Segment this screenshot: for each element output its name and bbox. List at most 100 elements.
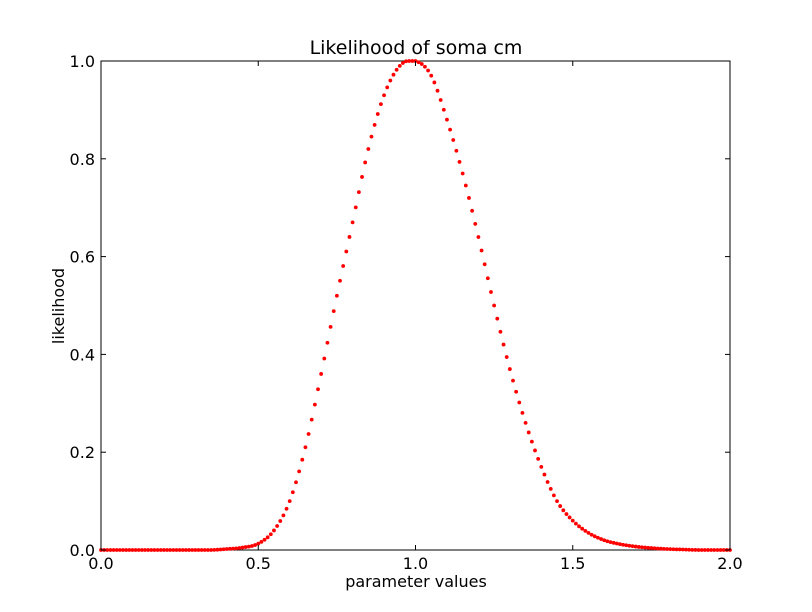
- data-point: [397, 63, 402, 68]
- data-point: [168, 548, 173, 552]
- data-point: [347, 235, 352, 239]
- data-point: [382, 93, 386, 98]
- data-point: [618, 542, 622, 547]
- data-point: [441, 107, 446, 112]
- data-point: [608, 540, 613, 545]
- data-point: [533, 448, 537, 453]
- data-point: [432, 80, 437, 85]
- data-point: [341, 264, 346, 268]
- data-point: [555, 499, 559, 503]
- data-point: [180, 548, 185, 552]
- data-point: [379, 102, 383, 107]
- data-point: [322, 356, 327, 361]
- data-point: [360, 175, 364, 179]
- data-point: [577, 524, 581, 529]
- data-point: [489, 290, 493, 294]
- data-point: [470, 208, 475, 213]
- data-point: [319, 372, 324, 376]
- data-point: [706, 548, 710, 552]
- data-point: [294, 480, 298, 485]
- data-point: [709, 548, 714, 552]
- data-point: [687, 547, 692, 552]
- data-point: [649, 546, 654, 550]
- data-point: [611, 540, 616, 545]
- y-tick-label: 0.4: [70, 345, 95, 364]
- data-point: [633, 544, 638, 549]
- data-point: [297, 469, 302, 474]
- data-point: [206, 548, 210, 552]
- data-point: [250, 544, 254, 548]
- data-point: [369, 134, 374, 139]
- y-tick-label: 1.0: [70, 52, 95, 71]
- data-point: [492, 303, 497, 308]
- data-point: [375, 112, 380, 116]
- data-point: [117, 548, 122, 552]
- data-point: [353, 205, 358, 210]
- data-point: [407, 59, 412, 63]
- data-point: [457, 160, 462, 164]
- data-point: [674, 547, 679, 552]
- data-point: [133, 548, 138, 552]
- data-point: [526, 430, 531, 435]
- data-point: [665, 547, 669, 551]
- data-point: [702, 548, 707, 552]
- data-point: [334, 293, 339, 298]
- data-point: [394, 67, 399, 72]
- data-point: [580, 526, 585, 531]
- data-point: [658, 546, 663, 551]
- data-point: [463, 183, 468, 188]
- data-point: [152, 548, 157, 552]
- data-point: [290, 490, 295, 495]
- x-axis-label: parameter values: [345, 572, 487, 591]
- data-point: [234, 546, 239, 551]
- y-axis-label: likelihood: [49, 268, 68, 344]
- data-point: [684, 547, 688, 552]
- data-point: [602, 538, 607, 543]
- data-point: [190, 548, 195, 552]
- data-point: [523, 420, 528, 425]
- data-point: [316, 387, 320, 392]
- data-point: [212, 547, 217, 552]
- data-point: [551, 493, 556, 498]
- data-point: [325, 340, 330, 345]
- data-point: [567, 515, 572, 520]
- data-point: [300, 457, 305, 462]
- data-point: [401, 61, 405, 65]
- data-point: [627, 543, 632, 548]
- data-point: [121, 548, 125, 552]
- data-point: [268, 532, 273, 537]
- data-point: [174, 548, 179, 552]
- data-point: [529, 439, 534, 444]
- data-point: [596, 535, 600, 540]
- data-point: [306, 432, 311, 436]
- data-point: [105, 548, 110, 552]
- data-point: [331, 309, 336, 314]
- data-point: [473, 221, 478, 226]
- data-point: [111, 548, 116, 552]
- data-point: [605, 539, 610, 544]
- data-point: [256, 541, 261, 546]
- data-point: [275, 524, 280, 528]
- data-point: [265, 535, 270, 540]
- data-point: [240, 545, 245, 550]
- x-tick-label: 0.5: [246, 554, 271, 573]
- data-point: [162, 548, 166, 552]
- data-point: [287, 499, 292, 503]
- data-point: [498, 329, 503, 334]
- data-point: [467, 196, 471, 200]
- data-point: [671, 547, 676, 552]
- data-point: [221, 547, 226, 552]
- data-point: [668, 547, 673, 552]
- data-point: [636, 545, 641, 549]
- data-point: [454, 148, 459, 153]
- data-point: [419, 62, 424, 66]
- data-point: [507, 367, 512, 371]
- data-point: [193, 548, 198, 552]
- data-point: [278, 519, 283, 523]
- data-point: [246, 544, 251, 549]
- data-point: [640, 545, 644, 550]
- data-point: [429, 73, 434, 78]
- data-point: [309, 417, 314, 422]
- data-point: [646, 545, 651, 550]
